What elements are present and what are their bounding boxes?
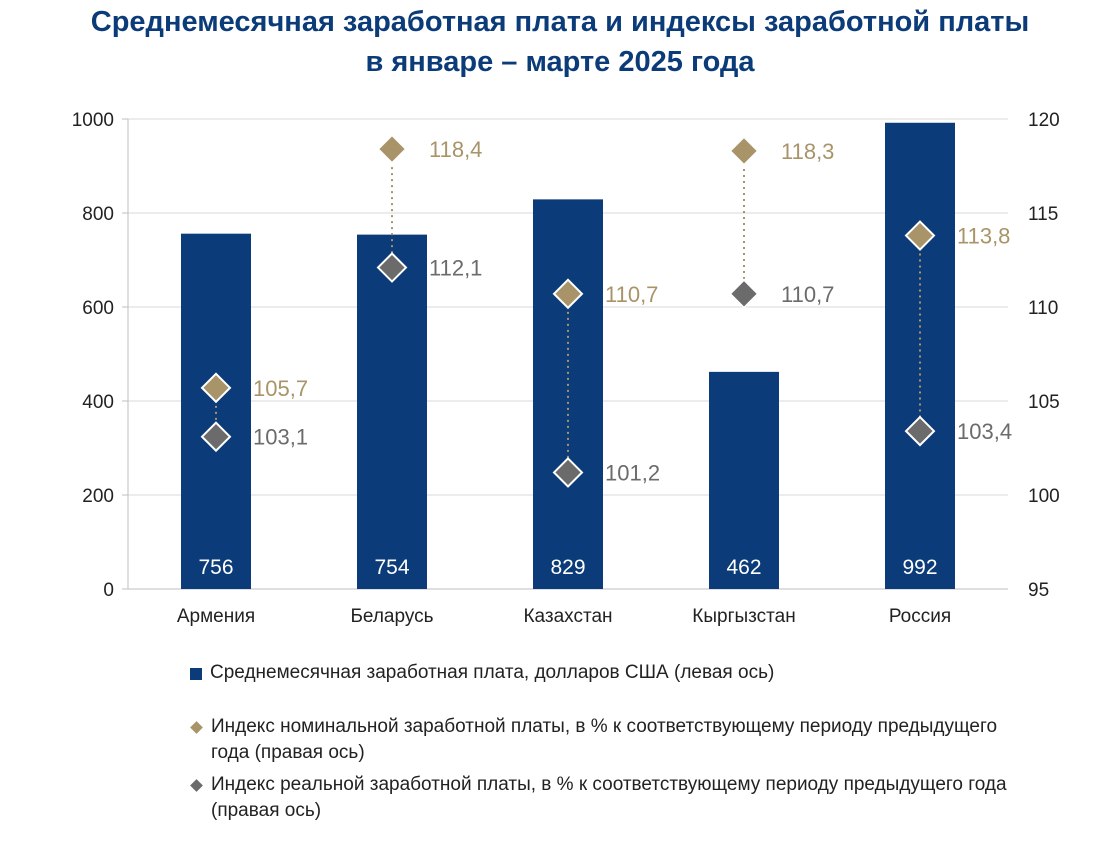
bar-value-label: 756: [198, 556, 233, 579]
real-index-label: 103,4: [957, 419, 1012, 444]
bar-value-label: 992: [902, 556, 937, 579]
legend-marker-nominal-index: [190, 721, 203, 734]
nominal-index-label: 113,8: [957, 224, 1010, 249]
category-label: Беларусь: [350, 606, 433, 627]
left-axis-tick-label: 0: [103, 580, 114, 601]
chart-legend: Среднемесячная заработная плата, долларо…: [190, 660, 1070, 824]
bar-value-label: 462: [726, 556, 761, 579]
legend-item-nominal-index: Индекс номинальной заработной платы, в %…: [190, 714, 1070, 766]
right-axis-tick-label: 110: [1028, 298, 1058, 319]
bar-salary: [357, 234, 427, 589]
nominal-index-marker: [200, 372, 232, 404]
right-axis-tick-label: 115: [1028, 204, 1058, 225]
bar-value-label: 754: [374, 556, 409, 579]
chart-title-line2: в январе – марте 2025 года: [365, 46, 755, 78]
left-axis-tick-label: 800: [82, 204, 114, 225]
right-axis-tick-label: 100: [1028, 486, 1060, 507]
left-axis-tick-label: 200: [82, 486, 114, 507]
real-index-marker: [552, 457, 584, 488]
legend-marker-real-index: [190, 779, 203, 792]
real-index-label: 103,1: [253, 425, 308, 450]
nominal-index-label: 110,7: [605, 282, 658, 307]
right-axis-tick-label: 95: [1028, 580, 1049, 601]
legend-item-real-index: Индекс реальной заработной платы, в % к …: [190, 772, 1070, 824]
real-index-label: 110,7: [781, 282, 834, 307]
nominal-index-label: 118,4: [429, 137, 482, 162]
legend-item-salary: Среднемесячная заработная плата, долларо…: [190, 660, 1070, 686]
nominal-index-marker: [728, 135, 760, 167]
nominal-index-marker: [904, 220, 936, 251]
real-index-label: 112,1: [429, 256, 482, 281]
category-label: Казахстан: [523, 606, 612, 627]
right-axis-tick-label: 105: [1028, 392, 1060, 413]
real-index-marker: [200, 421, 232, 453]
real-index-marker: [728, 278, 760, 310]
chart-title: Среднемесячная заработная плата и индекс…: [0, 2, 1120, 82]
bar-salary: [709, 371, 779, 589]
legend-label-nominal-index: Индекс номинальной заработной платы, в %…: [211, 716, 998, 763]
chart-plot: 0 200 400 600 800 1000 95 100 105 110 115 120 756 Арм…: [72, 110, 1060, 627]
left-axis-tick-label: 400: [82, 392, 114, 413]
chart-title-line1: Среднемесячная заработная плата и индекс…: [90, 6, 1030, 38]
left-axis-tick-label: 600: [82, 298, 114, 319]
real-index-marker: [904, 415, 936, 447]
real-index-marker: [376, 252, 408, 283]
nominal-index-marker: [376, 133, 408, 165]
category-label: Россия: [889, 606, 951, 627]
legend-label-real-index: Индекс реальной заработной платы, в % к …: [211, 774, 1007, 821]
left-axis-tick-label: 1000: [72, 110, 114, 131]
bar-salary: [533, 199, 603, 589]
legend-label-salary: Среднемесячная заработная плата, долларо…: [210, 662, 775, 683]
nominal-index-label: 118,3: [781, 139, 834, 164]
real-index-label: 101,2: [605, 460, 660, 485]
bar-salary: [181, 233, 251, 589]
legend-marker-salary: [190, 668, 202, 680]
right-axis-tick-label: 120: [1028, 110, 1060, 131]
nominal-index-marker: [552, 278, 584, 310]
category-label: Армения: [177, 606, 255, 627]
bar-value-label: 829: [550, 556, 585, 579]
nominal-index-label: 105,7: [253, 376, 308, 401]
category-label: Кыргызстан: [692, 606, 795, 627]
